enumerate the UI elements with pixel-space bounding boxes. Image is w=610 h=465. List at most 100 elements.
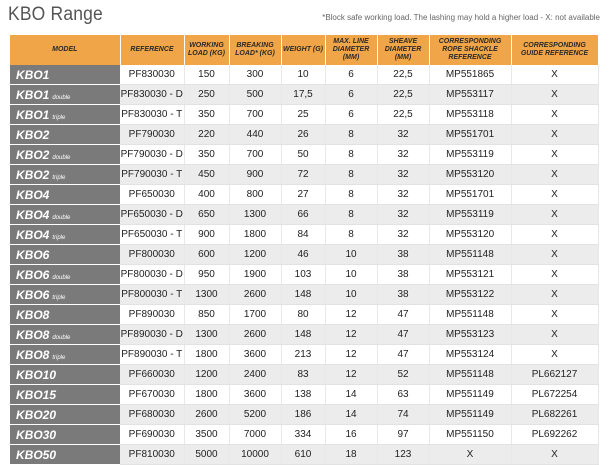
cell-max-line-diameter: 6 [325, 65, 378, 85]
cell-reference: PF830030 - T [120, 104, 185, 125]
table-row: KBO4 double PF650030 - D 650 1300 66 8 32 MP5531… [10, 204, 599, 225]
cell-weight: 148 [281, 284, 326, 305]
cell-working-load: 650 [184, 204, 230, 225]
model-suffix: triple [52, 294, 66, 301]
header-model: MODEL [10, 35, 121, 65]
table-row: KBO2 double PF790030 - D 350 700 50 8 32 MP55311… [10, 144, 599, 165]
cell-reference: PF650030 [120, 184, 185, 205]
model-name: KBO1 [16, 107, 50, 122]
cell-max-line-diameter: 14 [325, 404, 378, 425]
cell-sheave-diameter: 32 [377, 204, 430, 225]
table-row: KBO10 PF660030 1200 2400 83 12 52 MP551148 PL662… [10, 364, 599, 385]
cell-shackle-reference: MP553117 [429, 84, 512, 105]
cell-sheave-diameter: 38 [377, 244, 430, 265]
cell-sheave-diameter: 63 [377, 384, 430, 405]
table-row: KBO4 triple PF650030 - T 900 1800 84 8 32 MP5531… [10, 224, 599, 245]
cell-sheave-diameter: 22,5 [377, 104, 430, 125]
cell-max-line-diameter: 6 [325, 84, 378, 105]
cell-breaking-load: 3600 [229, 384, 282, 405]
cell-shackle-reference: X [429, 444, 512, 465]
cell-reference: PF690030 [120, 424, 185, 445]
cell-breaking-load: 1800 [229, 224, 282, 245]
cell-shackle-reference: MP551148 [429, 244, 512, 265]
cell-working-load: 250 [184, 84, 230, 105]
cell-working-load: 450 [184, 164, 230, 185]
cell-guide-reference: X [511, 184, 599, 205]
cell-reference: PF890030 - T [120, 344, 185, 365]
table-row: KBO8 triple PF890030 - T 1800 3600 213 12 47 MP5… [10, 344, 599, 365]
table-row: KBO50 PF810030 5000 10000 610 18 123 X X [10, 444, 599, 465]
cell-shackle-reference: MP553124 [429, 344, 512, 365]
model-name: KBO8 [16, 327, 50, 342]
cell-breaking-load: 2400 [229, 364, 282, 385]
cell-model: KBO1 triple [10, 104, 120, 125]
model-suffix: triple [52, 174, 66, 181]
cell-max-line-diameter: 12 [325, 364, 378, 385]
model-suffix: double [52, 274, 71, 281]
table-body: KBO1 PF830030 150 300 10 6 22,5 MP551865 X KBO1 do… [10, 65, 599, 465]
cell-max-line-diameter: 14 [325, 384, 378, 405]
cell-reference: PF790030 - D [120, 144, 185, 165]
cell-weight: 66 [281, 204, 326, 225]
table-row: KBO1 PF830030 150 300 10 6 22,5 MP551865 X [10, 65, 599, 85]
cell-breaking-load: 1700 [229, 304, 282, 325]
cell-working-load: 1200 [184, 364, 230, 385]
table-row: KBO20 PF680030 2600 5200 186 14 74 MP551149 PL68… [10, 404, 599, 425]
cell-shackle-reference: MP551148 [429, 304, 512, 325]
cell-model: KBO6 [10, 244, 120, 265]
cell-working-load: 1300 [184, 324, 230, 345]
cell-max-line-diameter: 8 [325, 224, 378, 245]
cell-weight: 83 [281, 364, 326, 385]
cell-weight: 610 [281, 444, 326, 465]
cell-breaking-load: 3600 [229, 344, 282, 365]
table-row: KBO1 double PF830030 - D 250 500 17,5 6 22,5 MP5… [10, 84, 599, 105]
cell-guide-reference: X [511, 104, 599, 125]
cell-breaking-load: 300 [229, 65, 282, 85]
cell-sheave-diameter: 32 [377, 144, 430, 165]
cell-guide-reference: X [511, 144, 599, 165]
table-row: KBO2 PF790030 220 440 26 8 32 MP551701 X [10, 124, 599, 145]
cell-max-line-diameter: 8 [325, 124, 378, 145]
kbo-spec-table: MODEL REFERENCE WORKING LOAD (Kg) BREAKI… [10, 35, 599, 465]
cell-weight: 46 [281, 244, 326, 265]
cell-shackle-reference: MP551148 [429, 364, 512, 385]
cell-breaking-load: 700 [229, 104, 282, 125]
model-name: KBO4 [16, 187, 50, 202]
cell-breaking-load: 2600 [229, 324, 282, 345]
cell-model: KBO1 double [10, 84, 120, 105]
cell-guide-reference: X [511, 264, 599, 285]
cell-weight: 103 [281, 264, 326, 285]
model-name: KBO6 [16, 287, 50, 302]
model-name: KBO1 [16, 87, 50, 102]
cell-max-line-diameter: 18 [325, 444, 378, 465]
cell-guide-reference: X [511, 244, 599, 265]
cell-model: KBO8 [10, 304, 120, 325]
cell-breaking-load: 10000 [229, 444, 282, 465]
cell-model: KBO2 double [10, 144, 120, 165]
cell-working-load: 950 [184, 264, 230, 285]
cell-shackle-reference: MP553121 [429, 264, 512, 285]
cell-sheave-diameter: 123 [377, 444, 430, 465]
cell-max-line-diameter: 10 [325, 244, 378, 265]
cell-sheave-diameter: 22,5 [377, 84, 430, 105]
cell-working-load: 350 [184, 104, 230, 125]
cell-shackle-reference: MP551150 [429, 424, 512, 445]
model-name: KBO6 [16, 247, 50, 262]
cell-breaking-load: 800 [229, 184, 282, 205]
table-row: KBO2 triple PF790030 - T 450 900 72 8 32 MP55312… [10, 164, 599, 185]
model-name: KBO10 [16, 367, 57, 382]
cell-working-load: 400 [184, 184, 230, 205]
model-suffix: double [52, 94, 71, 101]
cell-max-line-diameter: 8 [325, 164, 378, 185]
cell-max-line-diameter: 8 [325, 204, 378, 225]
cell-guide-reference: X [511, 444, 599, 465]
cell-weight: 80 [281, 304, 326, 325]
model-suffix: triple [52, 114, 66, 121]
cell-model: KBO15 [10, 384, 120, 405]
cell-working-load: 1800 [184, 344, 230, 365]
table-row: KBO6 PF800030 600 1200 46 10 38 MP551148 X [10, 244, 599, 265]
cell-model: KBO6 triple [10, 284, 120, 305]
cell-shackle-reference: MP553123 [429, 324, 512, 345]
cell-guide-reference: PL692262 [511, 424, 599, 445]
cell-guide-reference: X [511, 204, 599, 225]
